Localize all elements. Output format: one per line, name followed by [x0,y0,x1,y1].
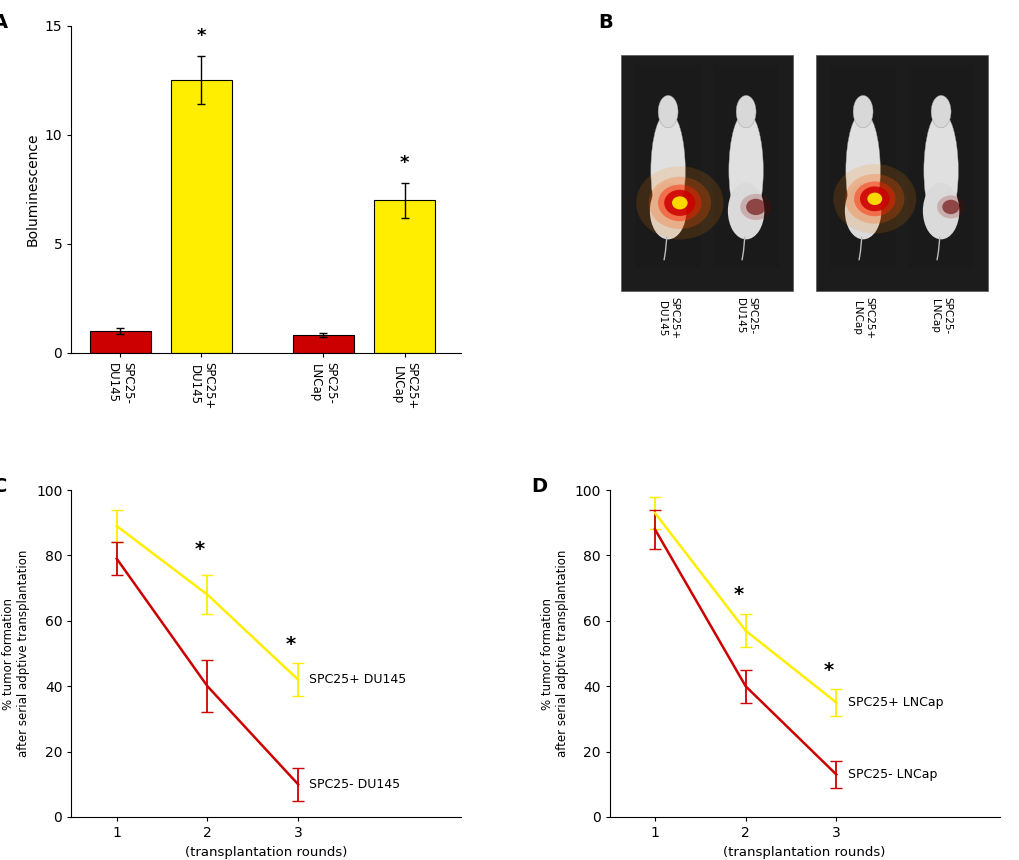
Bar [374,200,434,353]
Text: SPC25+
LNCap: SPC25+ LNCap [852,298,873,340]
Text: SPC25- LNCap: SPC25- LNCap [843,768,936,781]
FancyBboxPatch shape [634,65,701,267]
Circle shape [845,174,904,224]
Text: *: * [399,154,409,172]
Ellipse shape [844,182,880,239]
Ellipse shape [728,182,763,239]
Text: SPC25+ LNCap: SPC25+ LNCap [843,696,943,709]
Circle shape [745,199,765,215]
FancyBboxPatch shape [815,55,987,291]
Circle shape [657,185,701,221]
Text: B: B [597,13,612,32]
Text: *: * [285,635,296,654]
Circle shape [866,193,881,205]
Circle shape [859,187,889,212]
Y-axis label: Boluminescence: Boluminescence [25,132,39,246]
Ellipse shape [922,182,959,239]
Text: SPC25- DU145: SPC25- DU145 [305,777,400,791]
Ellipse shape [852,95,872,128]
X-axis label: (transplantation rounds): (transplantation rounds) [185,845,347,858]
Ellipse shape [650,112,685,230]
Ellipse shape [729,112,762,230]
FancyBboxPatch shape [829,65,896,267]
Circle shape [648,176,710,229]
FancyBboxPatch shape [621,55,792,291]
Circle shape [942,200,959,214]
Ellipse shape [649,182,686,239]
Circle shape [663,190,695,216]
Text: C: C [0,477,8,496]
Circle shape [833,164,915,234]
Ellipse shape [923,112,958,230]
Text: A: A [0,13,8,32]
Text: *: * [195,540,205,559]
Circle shape [636,166,722,239]
Circle shape [936,195,964,218]
Text: SPC25+
DU145: SPC25+ DU145 [656,298,679,340]
Circle shape [672,196,687,210]
Ellipse shape [657,95,678,128]
Text: *: * [823,660,834,679]
Ellipse shape [845,112,879,230]
Text: *: * [197,28,206,46]
Bar [292,335,354,353]
Bar [90,331,151,353]
Bar [171,80,231,353]
Ellipse shape [930,95,950,128]
X-axis label: (transplantation rounds): (transplantation rounds) [722,845,884,858]
Text: SPC25-
DU145: SPC25- DU145 [735,298,756,335]
Text: SPC25-
LNCap: SPC25- LNCap [929,298,951,335]
Y-axis label: % tumor formation
after serial adptive transplantation: % tumor formation after serial adptive t… [2,550,31,757]
Circle shape [853,181,895,216]
FancyBboxPatch shape [712,65,779,267]
Text: *: * [733,586,743,605]
Ellipse shape [736,95,755,128]
Y-axis label: % tumor formation
after serial adptive transplantation: % tumor formation after serial adptive t… [540,550,568,757]
FancyBboxPatch shape [907,65,973,267]
Circle shape [740,194,770,220]
Text: SPC25+ DU145: SPC25+ DU145 [305,673,407,686]
Text: D: D [531,477,547,496]
